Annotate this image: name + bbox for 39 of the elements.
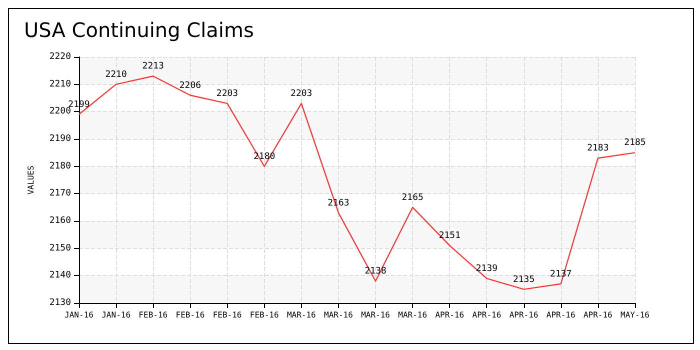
y-axis-title: VALUES xyxy=(26,165,36,194)
y-tick-label: 2210 xyxy=(49,79,71,90)
data-label: 2139 xyxy=(476,264,498,274)
data-label: 2210 xyxy=(105,70,127,80)
x-tick-label: MAR-16 xyxy=(324,310,354,320)
y-tick-label: 2180 xyxy=(49,161,71,172)
data-label: 2203 xyxy=(290,88,312,99)
x-tick-label: APR-16 xyxy=(583,310,613,320)
data-label: 2206 xyxy=(179,80,202,91)
x-tick-label: JAN-16 xyxy=(64,310,94,320)
data-label: 2135 xyxy=(512,274,535,285)
x-tick-label: APR-16 xyxy=(546,310,576,320)
data-label: 2203 xyxy=(216,88,238,99)
y-tick-label: 2140 xyxy=(49,270,71,281)
x-tick-label: MAY-16 xyxy=(620,310,650,320)
x-tick-label: APR-16 xyxy=(435,310,464,320)
y-tick-label: 2190 xyxy=(49,134,71,144)
y-tick-label: 2150 xyxy=(49,243,71,254)
x-tick-label: FEB-16 xyxy=(176,310,205,320)
data-label: 2151 xyxy=(438,231,461,242)
y-tick-label: 2160 xyxy=(49,216,71,226)
chart-title: USA Continuing Claims xyxy=(24,18,254,42)
data-label: 2185 xyxy=(624,138,646,148)
x-tick-label: JAN-16 xyxy=(102,310,131,320)
x-tick-label: FEB-16 xyxy=(138,310,168,320)
x-tick-label: FEB-16 xyxy=(212,310,242,320)
y-tick-label: 2170 xyxy=(49,188,71,199)
x-tick-label: APR-16 xyxy=(472,310,502,320)
x-tick-label: MAR-16 xyxy=(398,310,428,320)
x-tick-label: FEB-16 xyxy=(250,310,279,320)
data-label: 2213 xyxy=(142,62,164,72)
x-tick-label: APR-16 xyxy=(509,310,538,320)
data-label: 2183 xyxy=(587,144,609,154)
x-tick-label: MAR-16 xyxy=(361,310,390,320)
x-tick-label: MAR-16 xyxy=(286,310,316,320)
y-tick-label: 2220 xyxy=(49,52,71,62)
y-tick-label: 2130 xyxy=(49,298,71,308)
y-tick-label: 2200 xyxy=(49,106,71,117)
data-label: 2165 xyxy=(402,192,424,203)
